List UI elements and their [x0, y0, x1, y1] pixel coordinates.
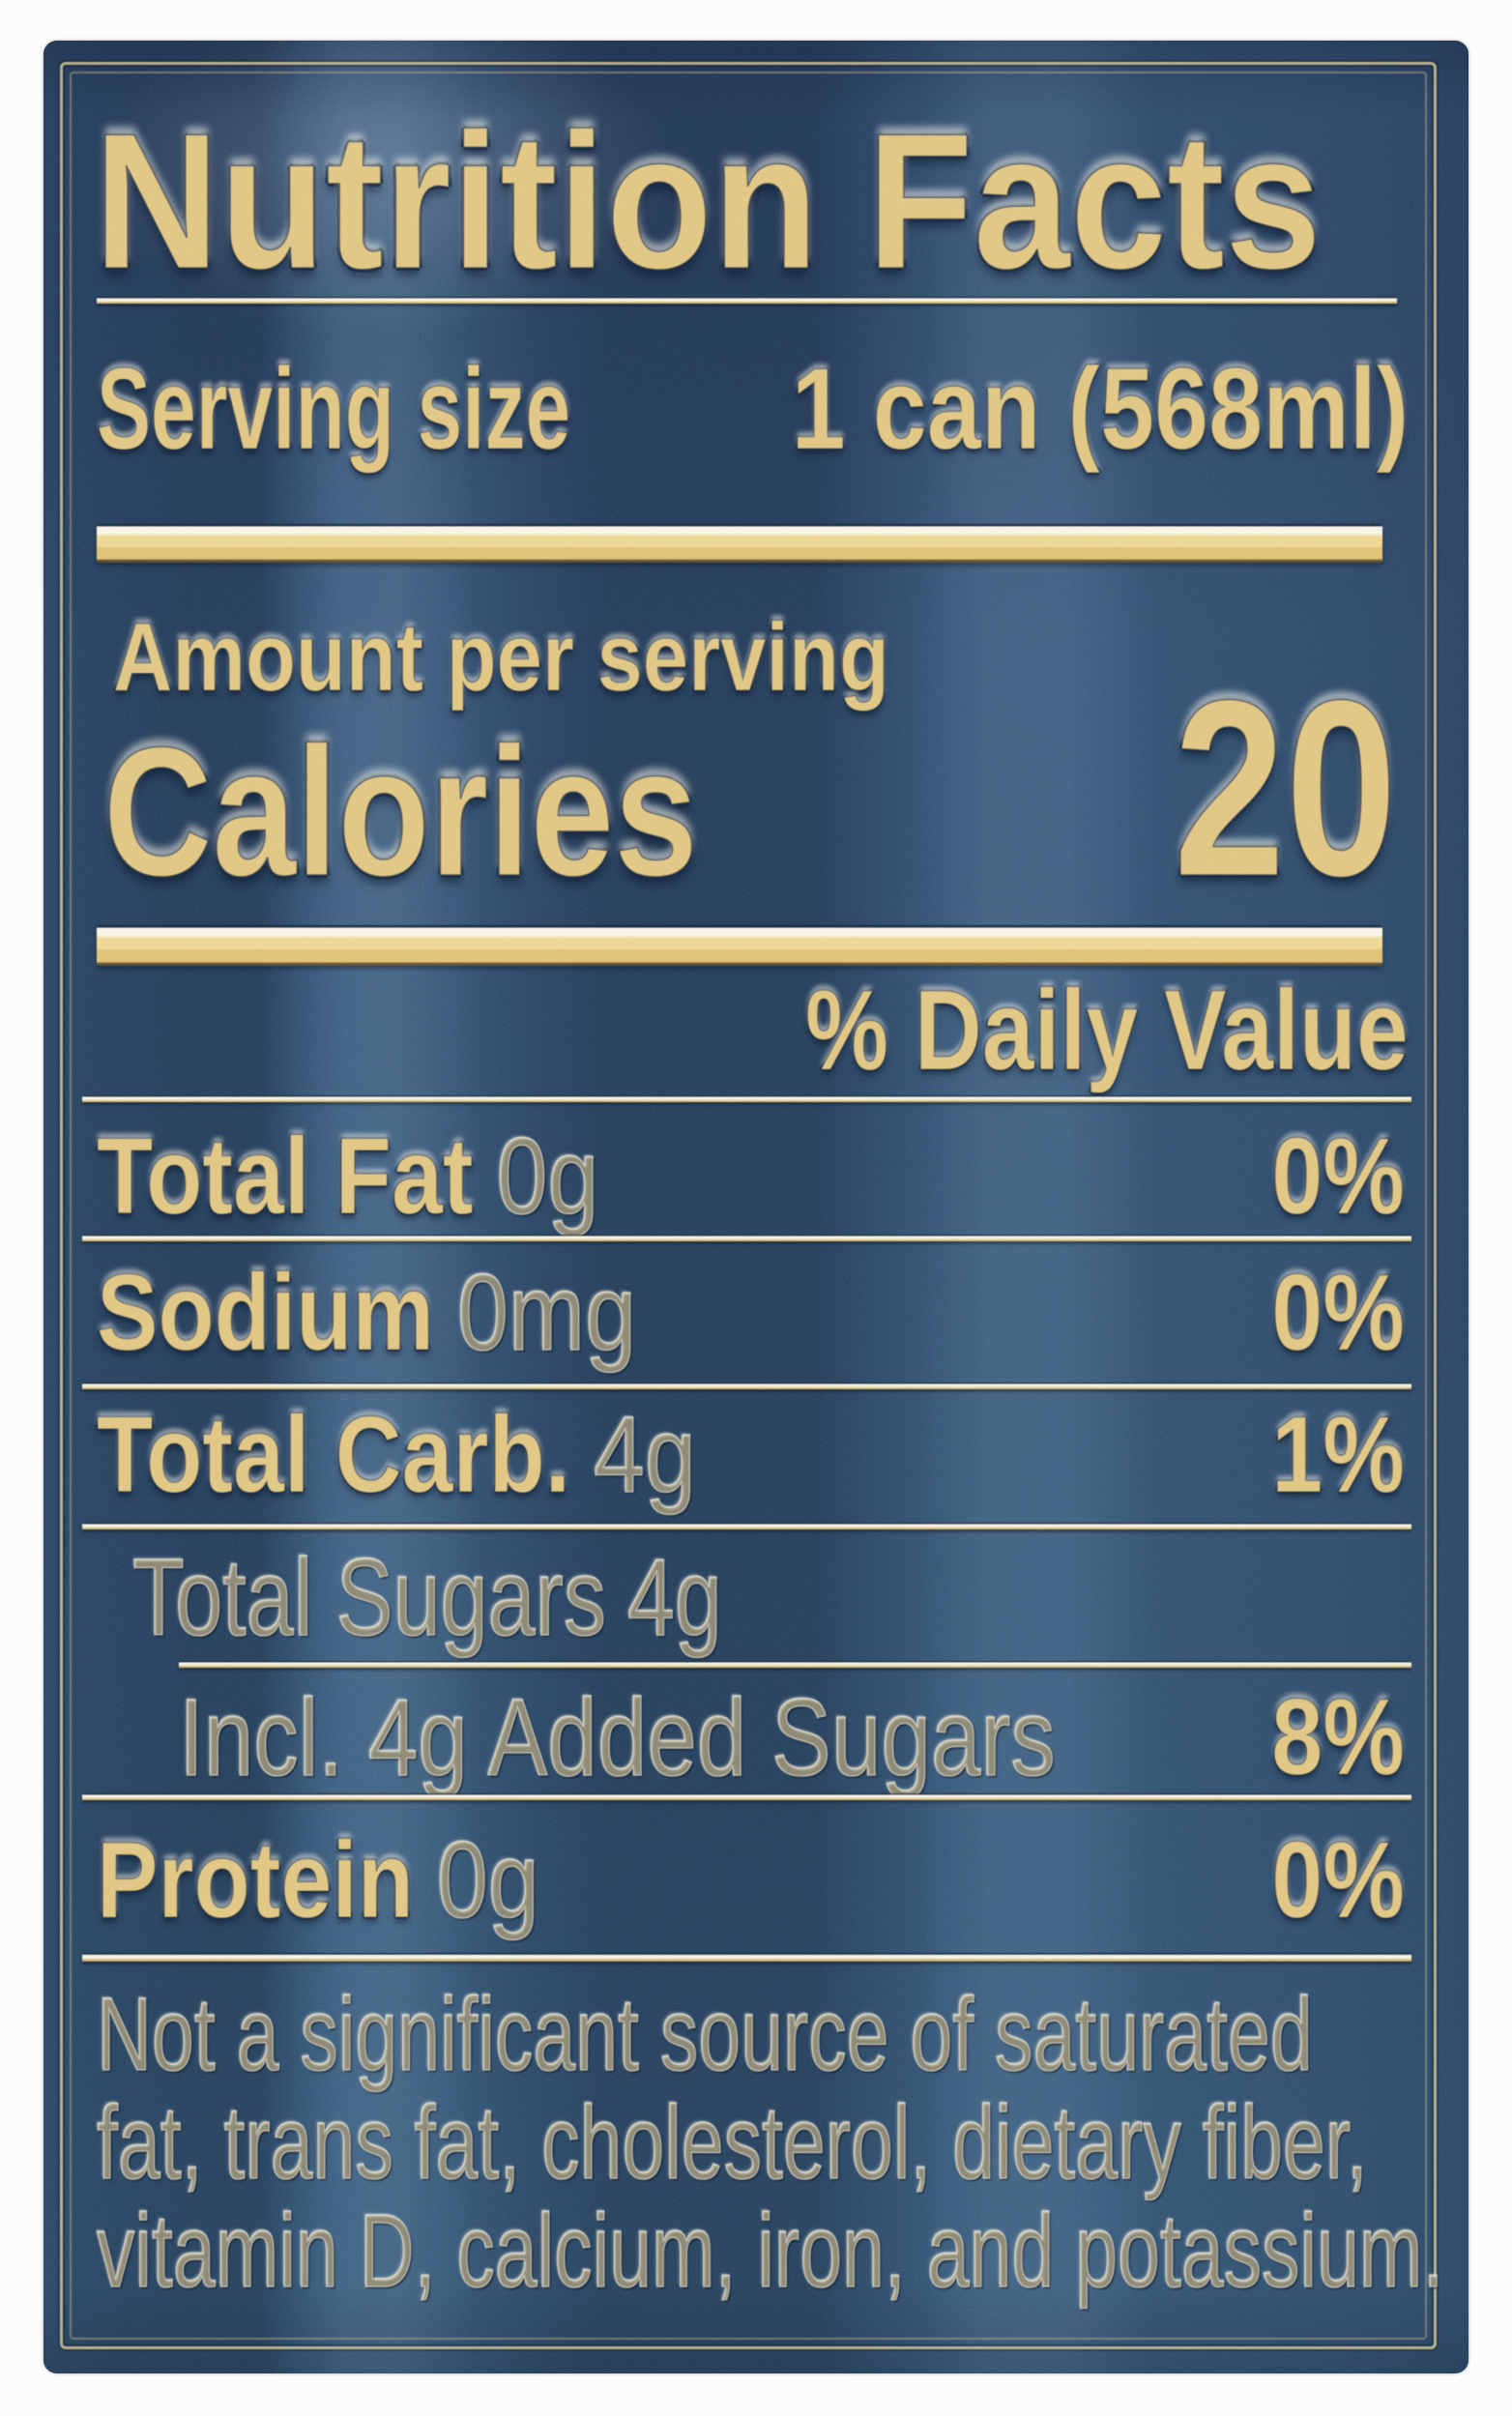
nutrition-label-panel: Nutrition Facts Serving size 1 can (568m… [44, 41, 1468, 2373]
grain-texture [44, 41, 1468, 2373]
